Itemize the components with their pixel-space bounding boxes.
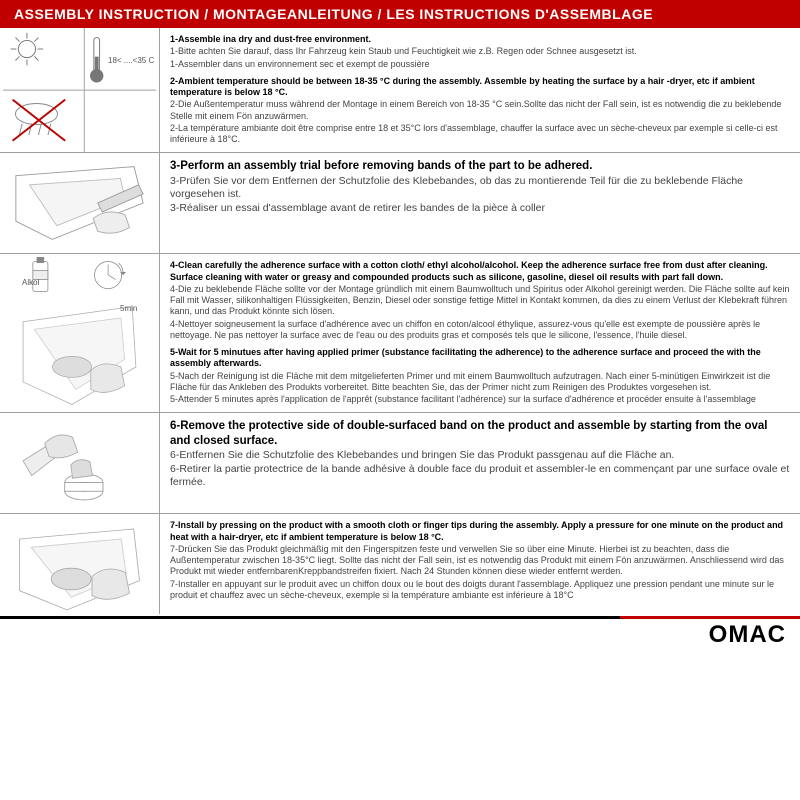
text-cell: 3-Perform an assembly trial before remov…	[160, 153, 800, 253]
instruction-row: 18< ....<35 C 1-Assemble ina dry and dust…	[0, 28, 800, 153]
instruction-bold-line: 2-Ambient temperature should be between …	[170, 76, 790, 99]
instruction-bold-line: 5-Wait for 5 minutues after having appli…	[170, 347, 790, 370]
instruction-rows: 18< ....<35 C 1-Assemble ina dry and dust…	[0, 28, 800, 614]
instruction-translation-line: 2-La température ambiante doit être comp…	[170, 123, 790, 146]
illustration-cell: 18< ....<35 C	[0, 28, 160, 152]
text-cell: 6-Remove the protective side of double-s…	[160, 413, 800, 513]
instruction-bold-line: 1-Assemble ina dry and dust-free environ…	[170, 34, 790, 45]
text-cell: 4-Clean carefully the adherence surface …	[160, 254, 800, 412]
footer-logo: OMAC	[0, 619, 800, 649]
instruction-translation-line: 1-Assembler dans un environnement sec et…	[170, 59, 790, 70]
instruction-block: 5-Wait for 5 minutues after having appli…	[170, 347, 790, 405]
instruction-translation-line: 7-Drücken Sie das Produkt gleichmӓßig mi…	[170, 544, 790, 578]
instruction-translation-line: 6-Retirer la partie protectrice de la ba…	[170, 463, 790, 489]
instruction-block: 7-Install by pressing on the product wit…	[170, 520, 790, 601]
instruction-translation-line: 7-Installer en appuyant sur le produit a…	[170, 579, 790, 602]
instruction-translation-line: 2-Die Außentemperatur muss während der M…	[170, 99, 790, 122]
header-title: ASSEMBLY INSTRUCTION / MONTAGEANLEITUNG …	[14, 6, 653, 22]
instruction-translation-line: 6-Entfernen Sie die Schutzfolie des Kleb…	[170, 449, 790, 462]
illustration-cell	[0, 153, 160, 253]
instruction-bold-line: 7-Install by pressing on the product wit…	[170, 520, 790, 543]
footer-divider-black	[0, 616, 620, 619]
illustration-cell	[0, 514, 160, 614]
instruction-bold-line: 3-Perform an assembly trial before remov…	[170, 159, 790, 173]
instruction-translation-line: 3-Réaliser un essai d'assemblage avant d…	[170, 202, 790, 215]
instruction-translation-line: 1-Bitte achten Sie darauf, dass Ihr Fahr…	[170, 46, 790, 57]
instruction-block: 2-Ambient temperature should be between …	[170, 76, 790, 146]
instruction-translation-line: 4-Nettoyer soigneusement la surface d'ad…	[170, 319, 790, 342]
instruction-translation-line: 5-Attender 5 minutes après l'application…	[170, 394, 790, 405]
illustration-cell: Alkol 5min	[0, 254, 160, 412]
instruction-row: 6-Remove the protective side of double-s…	[0, 413, 800, 514]
instruction-block: 1-Assemble ina dry and dust-free environ…	[170, 34, 790, 70]
logo-text: OMAC	[709, 621, 786, 648]
header-bar: ASSEMBLY INSTRUCTION / MONTAGEANLEITUNG …	[0, 0, 800, 28]
instruction-block: 3-Perform an assembly trial before remov…	[170, 159, 790, 215]
instruction-translation-line: 4-Die zu beklebende Flӓche sollte vor de…	[170, 284, 790, 318]
instruction-row: Alkol 5min 4-Clean carefully the adherenc…	[0, 254, 800, 413]
instruction-translation-line: 3-Prüfen Sie vor dem Entfernen der Schut…	[170, 175, 790, 201]
instruction-block: 4-Clean carefully the adherence surface …	[170, 260, 790, 341]
instruction-bold-line: 6-Remove the protective side of double-s…	[170, 419, 790, 448]
instruction-block: 6-Remove the protective side of double-s…	[170, 419, 790, 489]
illustration-cell	[0, 413, 160, 513]
footer-divider	[0, 616, 800, 619]
footer-divider-red	[620, 616, 800, 619]
instruction-translation-line: 5-Nach der Reinigung ist die Flӓche mit …	[170, 371, 790, 394]
text-cell: 7-Install by pressing on the product wit…	[160, 514, 800, 614]
instruction-row: 7-Install by pressing on the product wit…	[0, 514, 800, 614]
instruction-row: 3-Perform an assembly trial before remov…	[0, 153, 800, 254]
instruction-bold-line: 4-Clean carefully the adherence surface …	[170, 260, 790, 283]
text-cell: 1-Assemble ina dry and dust-free environ…	[160, 28, 800, 152]
